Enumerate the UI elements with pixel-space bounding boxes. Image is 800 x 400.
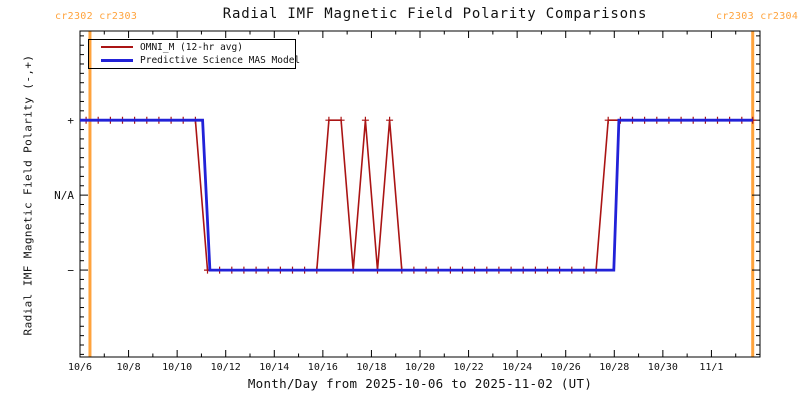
carrington-rotation-label-right: cr2303 cr2304 — [716, 11, 799, 22]
x-tick-label: 10/18 — [356, 362, 386, 373]
x-tick-label: 10/8 — [117, 362, 141, 373]
y-tick-label: N/A — [54, 189, 74, 202]
y-tick-label: + — [67, 114, 74, 127]
x-tick-label: 10/28 — [599, 362, 629, 373]
legend: OMNI_M (12-hr avg) Predictive Science MA… — [88, 39, 300, 69]
x-tick-label: 10/24 — [502, 362, 532, 373]
series-line-omni — [83, 119, 753, 271]
x-axis-title: Month/Day from 2025-10-06 to 2025-11-02 … — [247, 376, 593, 391]
x-tick-label: 10/16 — [308, 362, 338, 373]
page-title: Radial IMF Magnetic Field Polarity Compa… — [222, 6, 648, 22]
x-tick-label: 10/30 — [648, 362, 678, 373]
carrington-rotation-label-left: cr2302 cr2303 — [55, 11, 138, 22]
x-tick-label: 10/22 — [454, 362, 484, 373]
series-line-mas — [80, 118, 753, 272]
legend-line-omni — [101, 46, 133, 49]
legend-line-mas — [101, 59, 133, 63]
legend-label-omni: OMNI_M (12-hr avg) — [140, 41, 243, 53]
x-tick-label: 11/1 — [699, 362, 723, 373]
legend-entry-omni: OMNI_M (12-hr avg) — [89, 41, 295, 53]
x-tick-label: 10/12 — [211, 362, 241, 373]
y-tick-label: − — [67, 264, 74, 277]
x-tick-label: 10/20 — [405, 362, 435, 373]
x-tick-label: 10/6 — [68, 362, 92, 373]
plot-border — [79, 30, 761, 358]
legend-entry-mas: Predictive Science MAS Model — [89, 55, 300, 67]
series-markers-omni — [82, 116, 757, 274]
legend-label-mas: Predictive Science MAS Model — [140, 55, 301, 67]
x-tick-label: 10/10 — [162, 362, 192, 373]
x-tick-label: 10/14 — [259, 362, 289, 373]
x-tick-label: 10/26 — [551, 362, 581, 373]
y-axis-title: Radial IMF Magnetic Field Polarity (-,+) — [21, 54, 35, 336]
